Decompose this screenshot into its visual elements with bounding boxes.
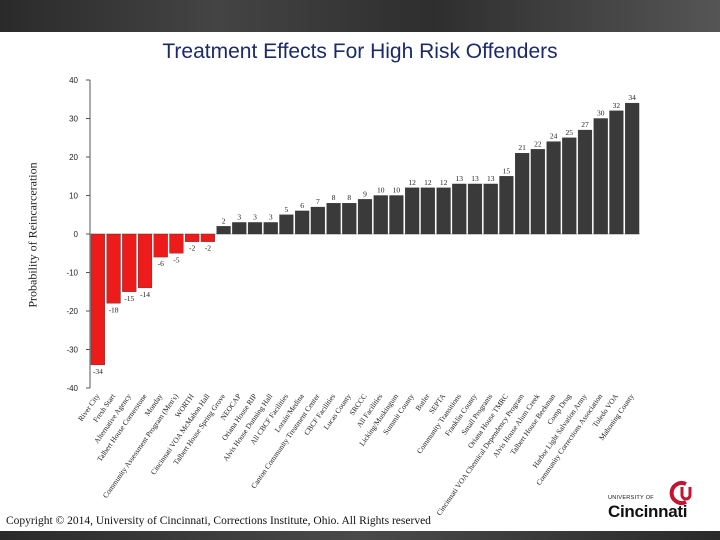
bar [405, 187, 420, 235]
data-label: 13 [487, 174, 495, 183]
bar [593, 118, 608, 235]
bar [436, 187, 451, 235]
bar [216, 226, 231, 235]
data-label: -14 [140, 290, 150, 299]
bar [546, 141, 561, 235]
data-label: 13 [456, 174, 464, 183]
data-label: 3 [237, 212, 241, 221]
bar [499, 176, 514, 235]
logo-name-text: Cincinnati [608, 502, 688, 521]
data-label: 5 [285, 205, 289, 214]
y-tick-label: 40 [69, 76, 78, 85]
bar [420, 187, 435, 235]
data-label: 3 [253, 212, 257, 221]
bar [90, 233, 105, 366]
data-label: 7 [316, 197, 320, 206]
data-label: 27 [581, 120, 589, 129]
data-label: 32 [613, 101, 621, 110]
data-label: 22 [534, 139, 542, 148]
bar [357, 199, 373, 235]
data-label: 21 [518, 143, 526, 152]
data-label: -18 [109, 305, 119, 314]
data-label: 12 [408, 178, 416, 187]
bar [153, 233, 168, 258]
bar [467, 183, 483, 235]
data-label: -34 [93, 367, 103, 376]
data-label: 15 [503, 166, 511, 175]
bar [295, 210, 310, 235]
data-label: 6 [300, 201, 304, 210]
data-label: -15 [124, 294, 134, 303]
bar [577, 129, 593, 235]
bar [530, 149, 545, 235]
data-label: 8 [347, 193, 351, 202]
data-label: -2 [205, 244, 211, 253]
data-label: 34 [628, 93, 636, 102]
y-tick-label: -40 [66, 384, 78, 393]
bar [389, 195, 404, 235]
bar [122, 233, 137, 292]
data-label: 12 [424, 178, 432, 187]
data-label: -6 [158, 259, 164, 268]
y-tick-label: -20 [66, 307, 78, 316]
logo-university-text: UNIVERSITY OF [608, 495, 654, 501]
y-tick-label: 20 [69, 153, 78, 162]
y-tick-label: 0 [74, 230, 79, 239]
data-label: 10 [377, 186, 385, 195]
y-tick-label: 10 [69, 192, 78, 201]
copyright-notice: Copyright © 2014, University of Cincinna… [6, 515, 431, 527]
bottom-decorative-band [0, 531, 720, 540]
bar [625, 102, 640, 235]
chart-title: Treatment Effects For High Risk Offender… [162, 40, 558, 63]
data-label: 2 [222, 216, 226, 225]
y-tick-label: -30 [66, 346, 78, 355]
bar [247, 222, 263, 235]
bar [609, 110, 624, 235]
data-label: -2 [189, 244, 195, 253]
bar [483, 183, 498, 235]
bar [452, 183, 467, 235]
data-label: 10 [393, 186, 401, 195]
y-tick-label: 30 [69, 115, 78, 124]
data-label: 3 [269, 212, 273, 221]
bar [562, 137, 577, 235]
y-tick-label: -10 [66, 269, 78, 278]
bar [169, 233, 184, 254]
data-label: 9 [363, 189, 367, 198]
bar [232, 222, 247, 235]
university-logo: UNIVERSITY OF Cincinnati [604, 478, 716, 528]
bar [279, 214, 294, 235]
bar [185, 233, 200, 242]
data-label: 24 [550, 132, 558, 141]
bar [326, 203, 341, 235]
data-label: 25 [566, 128, 574, 137]
data-label: -5 [173, 255, 179, 264]
bar [373, 195, 388, 235]
data-label: 30 [597, 109, 605, 118]
bar [106, 233, 121, 304]
bar [200, 233, 215, 242]
data-label: 13 [471, 174, 479, 183]
bar [310, 206, 325, 235]
data-label: 12 [440, 178, 448, 187]
data-label: 8 [332, 193, 336, 202]
top-decorative-band [0, 0, 720, 32]
bar [137, 233, 153, 289]
bar [342, 203, 357, 235]
uc-seal-icon [669, 481, 692, 505]
bar [263, 222, 278, 235]
bar [515, 152, 530, 235]
